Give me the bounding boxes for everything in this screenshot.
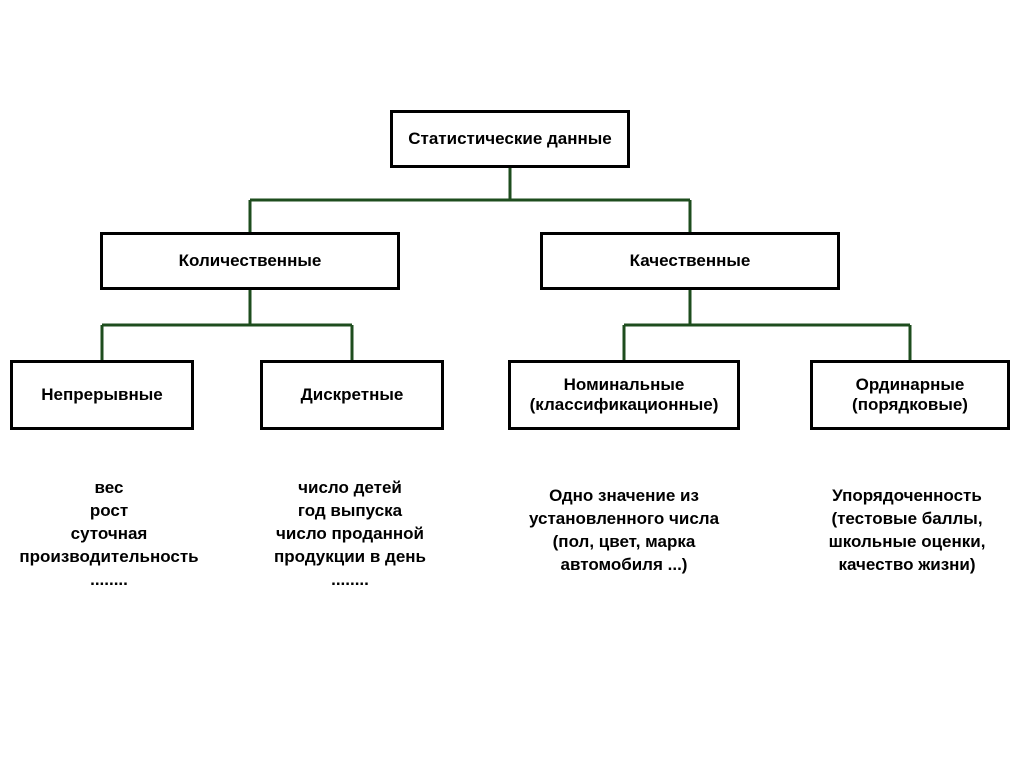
node-nom: Номинальные (классификационные) (508, 360, 740, 430)
desc-ord-text: Упорядоченность (тестовые баллы, школьны… (829, 486, 986, 574)
node-nom-label: Номинальные (классификационные) (530, 375, 719, 416)
node-quant-label: Количественные (179, 251, 322, 271)
node-qual: Качественные (540, 232, 840, 290)
desc-nom-text: Одно значение из установленного числа (п… (529, 486, 719, 574)
desc-disc: число детей год выпуска число проданной … (222, 454, 478, 592)
node-cont-label: Непрерывные (41, 385, 162, 405)
node-disc: Дискретные (260, 360, 444, 430)
node-cont: Непрерывные (10, 360, 194, 430)
desc-ord: Упорядоченность (тестовые баллы, школьны… (790, 462, 1024, 577)
node-ord: Ординарные (порядковые) (810, 360, 1010, 430)
node-disc-label: Дискретные (301, 385, 404, 405)
node-root-label: Статистические данные (408, 129, 612, 149)
node-quant: Количественные (100, 232, 400, 290)
desc-disc-text: число детей год выпуска число проданной … (274, 478, 426, 589)
node-root: Статистические данные (390, 110, 630, 168)
diagram-canvas: Статистические данные Количественные Кач… (0, 0, 1024, 767)
desc-cont-text: вес рост суточная производительность ...… (19, 478, 198, 589)
node-qual-label: Качественные (630, 251, 751, 271)
desc-nom: Одно значение из установленного числа (п… (498, 462, 750, 577)
node-ord-label: Ординарные (порядковые) (852, 375, 968, 416)
desc-cont: вес рост суточная производительность ...… (0, 454, 218, 592)
